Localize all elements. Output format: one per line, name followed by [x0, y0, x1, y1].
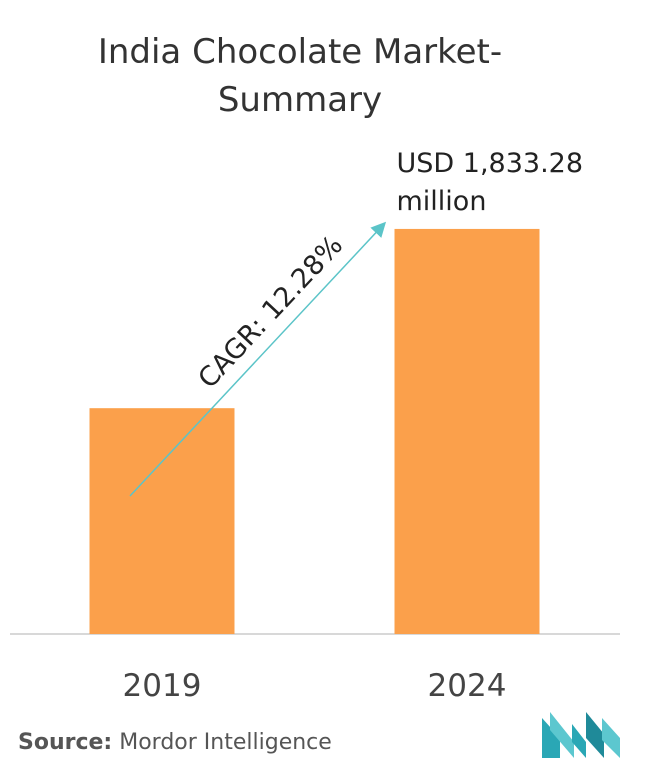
bar-2024: [394, 228, 540, 634]
mordor-intelligence-logo-icon: [542, 712, 620, 758]
source-note: Source: Mordor Intelligence: [18, 730, 332, 755]
cagr-annotation: CAGR: 12.28%: [192, 230, 349, 395]
x-tick-label-2019: 2019: [123, 668, 202, 704]
bar-2019: [89, 408, 235, 634]
chart-title-line-1: India Chocolate Market-: [97, 32, 503, 72]
chart-title: India Chocolate Market- Summary: [0, 28, 600, 124]
source-label: Source:: [18, 730, 113, 755]
data-label-2024-line-2: million: [397, 186, 487, 217]
data-label-2024-line-1: USD 1,833.28: [397, 148, 584, 179]
cagr-arrow: [129, 221, 387, 497]
chart-title-line-2: Summary: [217, 80, 383, 120]
source-text: Mordor Intelligence: [119, 730, 332, 755]
x-tick-label-2024: 2024: [428, 668, 507, 704]
